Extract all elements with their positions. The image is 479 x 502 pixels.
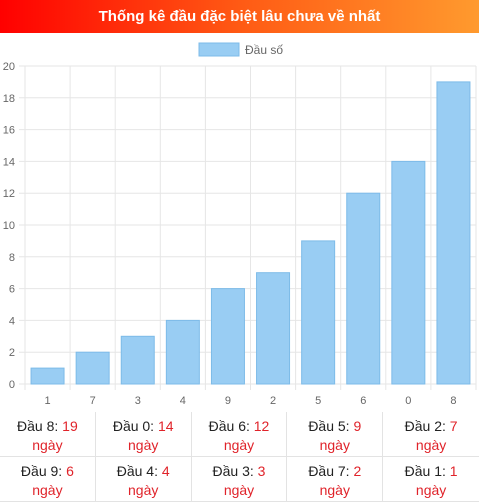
stat-value: 7 — [449, 418, 458, 434]
bar[interactable] — [165, 319, 200, 385]
stat-value: 14 — [157, 418, 174, 434]
chart-svg: 0 2 4 6 8 10 12 14 16 18 20 1 7 3 4 9 2 5 6 0 8 Đầu số — [3, 42, 477, 407]
legend-swatch — [198, 42, 240, 57]
stat-label: Đầu 2: — [404, 418, 446, 434]
stat-cell: Đầu 3: 3 ngày — [191, 457, 288, 502]
stat-label: Đầu 4: — [116, 463, 158, 479]
stat-unit: ngày — [319, 437, 350, 453]
stat-cell: Đầu 7: 2 ngày — [287, 457, 384, 502]
y-tick-label: 2 — [9, 347, 15, 359]
x-tick-label: 6 — [360, 395, 366, 407]
y-tick-label: 6 — [9, 284, 15, 296]
bar[interactable] — [391, 160, 426, 385]
bar[interactable] — [75, 351, 110, 385]
stat-unit: ngày — [32, 437, 63, 453]
stat-label: Đầu 1: — [404, 463, 446, 479]
y-tick-label: 14 — [3, 156, 15, 168]
stat-cell: Đầu 0: 14 ngày — [95, 412, 192, 457]
legend[interactable]: Đầu số — [198, 42, 283, 57]
stat-label: Đầu 5: — [308, 418, 350, 434]
stat-cell: Đầu 4: 4 ngày — [95, 457, 192, 502]
stat-unit: ngày — [128, 482, 159, 498]
y-tick-label: 12 — [3, 188, 15, 200]
stat-value: 1 — [449, 463, 458, 479]
y-tick-label: 8 — [9, 252, 15, 264]
stat-label: Đầu 7: — [308, 463, 350, 479]
stat-unit: ngày — [319, 482, 350, 498]
stat-value: 2 — [353, 463, 362, 479]
x-tick-label: 0 — [405, 395, 411, 407]
bar[interactable] — [120, 335, 155, 385]
stat-value: 6 — [66, 463, 74, 479]
stat-cell: Đầu 5: 9 ngày — [287, 412, 384, 457]
stat-cell: Đầu 6: 12 ngày — [191, 412, 288, 457]
stat-unit: ngày — [32, 482, 63, 498]
bar-series — [30, 81, 471, 385]
stat-value: 12 — [253, 418, 270, 434]
bar-chart: 0 2 4 6 8 10 12 14 16 18 20 1 7 3 4 9 2 5 6 0 8 Đầu số — [0, 33, 479, 410]
x-tick-label: 9 — [225, 395, 231, 407]
y-tick-label: 0 — [9, 379, 15, 391]
x-tick-label: 4 — [180, 395, 186, 407]
bar[interactable] — [256, 272, 291, 385]
stat-value: 3 — [257, 463, 266, 479]
stat-value: 19 — [62, 418, 78, 434]
x-tick-label: 5 — [315, 395, 321, 407]
stat-unit: ngày — [415, 437, 447, 453]
x-tick-label: 8 — [450, 395, 456, 407]
y-tick-label: 20 — [3, 61, 15, 73]
stat-value: 4 — [161, 463, 170, 479]
y-tick-label: 16 — [3, 125, 15, 137]
bar[interactable] — [346, 192, 381, 385]
stats-grid: Đầu 8: 19 ngày Đầu 0: 14 ngày Đầu 6: 12 ngày Đ… — [0, 412, 479, 502]
stat-cell: Đầu 2: 7 ngày — [383, 412, 479, 457]
chart-title: Thống kê đầu đặc biệt lâu chưa về nhất — [0, 0, 479, 33]
stat-label: Đầu 0: — [112, 418, 155, 434]
y-axis: 0 2 4 6 8 10 12 14 16 18 20 — [3, 61, 15, 391]
stat-unit: ngày — [223, 437, 255, 453]
bar[interactable] — [210, 288, 245, 385]
stat-label: Đầu 6: — [208, 418, 250, 434]
x-tick-label: 3 — [135, 395, 141, 407]
stat-cell: Đầu 8: 19 ngày — [0, 412, 96, 457]
y-tick-label: 18 — [3, 93, 15, 105]
x-tick-label: 7 — [90, 395, 96, 407]
bar[interactable] — [301, 240, 336, 385]
stat-label: Đầu 3: — [212, 463, 254, 479]
stat-value: 9 — [353, 418, 362, 434]
stat-cell: Đầu 1: 1 ngày — [383, 457, 479, 502]
legend-label: Đầu số — [245, 43, 283, 57]
chart-grid — [19, 65, 477, 390]
stat-label: Đầu 8: — [17, 418, 59, 434]
bar[interactable] — [30, 367, 65, 385]
stat-label: Đầu 9: — [20, 463, 63, 479]
bar[interactable] — [436, 81, 471, 385]
stat-cell: Đầu 9: 6 ngày — [0, 457, 96, 502]
x-tick-label: 2 — [270, 395, 276, 407]
y-tick-label: 4 — [9, 315, 15, 327]
x-axis: 1 7 3 4 9 2 5 6 0 8 — [44, 395, 456, 407]
stat-unit: ngày — [415, 482, 447, 498]
x-tick-label: 1 — [44, 395, 50, 407]
stat-unit: ngày — [223, 482, 255, 498]
stat-unit: ngày — [128, 437, 159, 453]
y-tick-label: 10 — [3, 220, 15, 232]
